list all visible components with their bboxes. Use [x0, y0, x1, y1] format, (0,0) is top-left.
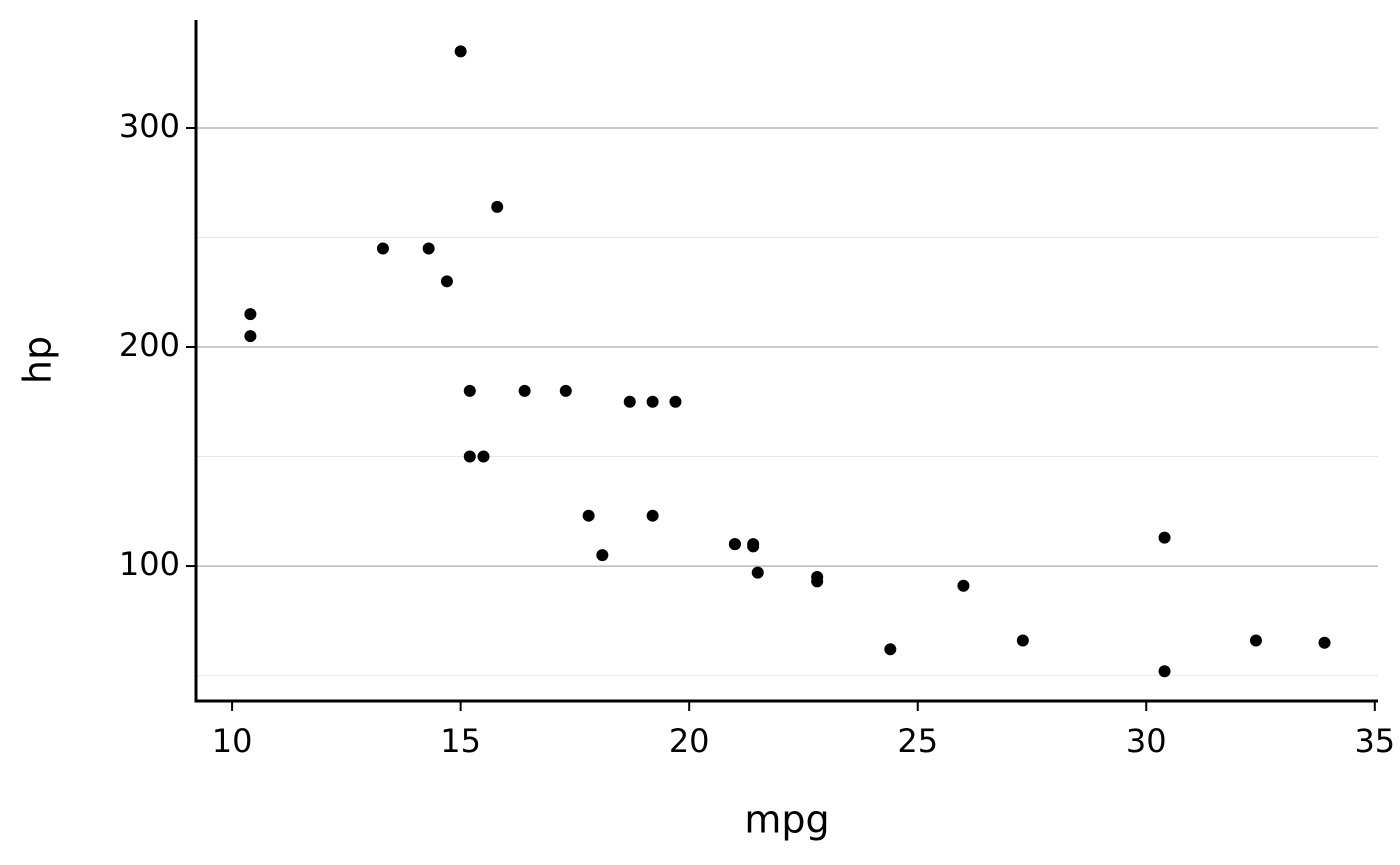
y-tick-label: 100	[119, 545, 180, 583]
x-axis-title: mpg	[744, 798, 829, 842]
point	[491, 200, 504, 213]
point	[728, 538, 741, 551]
x-tick-label: 20	[669, 722, 710, 760]
x-tick-label: 35	[1354, 722, 1395, 760]
x-tick-label: 25	[897, 722, 938, 760]
point	[623, 395, 636, 408]
point	[747, 540, 760, 553]
point	[1158, 665, 1171, 678]
point	[454, 45, 467, 58]
x-tick-label: 15	[440, 722, 481, 760]
point	[1249, 634, 1262, 647]
point	[582, 509, 595, 522]
point	[596, 549, 609, 562]
point	[477, 450, 490, 463]
y-tick-label: 200	[119, 326, 180, 364]
point	[559, 384, 572, 397]
x-tick-label: 10	[212, 722, 253, 760]
point	[811, 571, 824, 584]
point	[957, 579, 970, 592]
x-tick-label: 30	[1126, 722, 1167, 760]
point	[244, 308, 257, 321]
point	[646, 509, 659, 522]
point	[646, 395, 659, 408]
point	[244, 330, 257, 343]
point	[751, 566, 764, 579]
point	[463, 384, 476, 397]
y-axis-title: hp	[16, 336, 60, 384]
point	[422, 242, 435, 255]
point	[1016, 634, 1029, 647]
point	[463, 450, 476, 463]
point	[518, 384, 531, 397]
point	[440, 275, 453, 288]
y-tick-label: 300	[119, 107, 180, 145]
point	[669, 395, 682, 408]
point	[376, 242, 389, 255]
point	[1318, 636, 1331, 649]
point	[884, 643, 897, 656]
point	[1158, 531, 1171, 544]
